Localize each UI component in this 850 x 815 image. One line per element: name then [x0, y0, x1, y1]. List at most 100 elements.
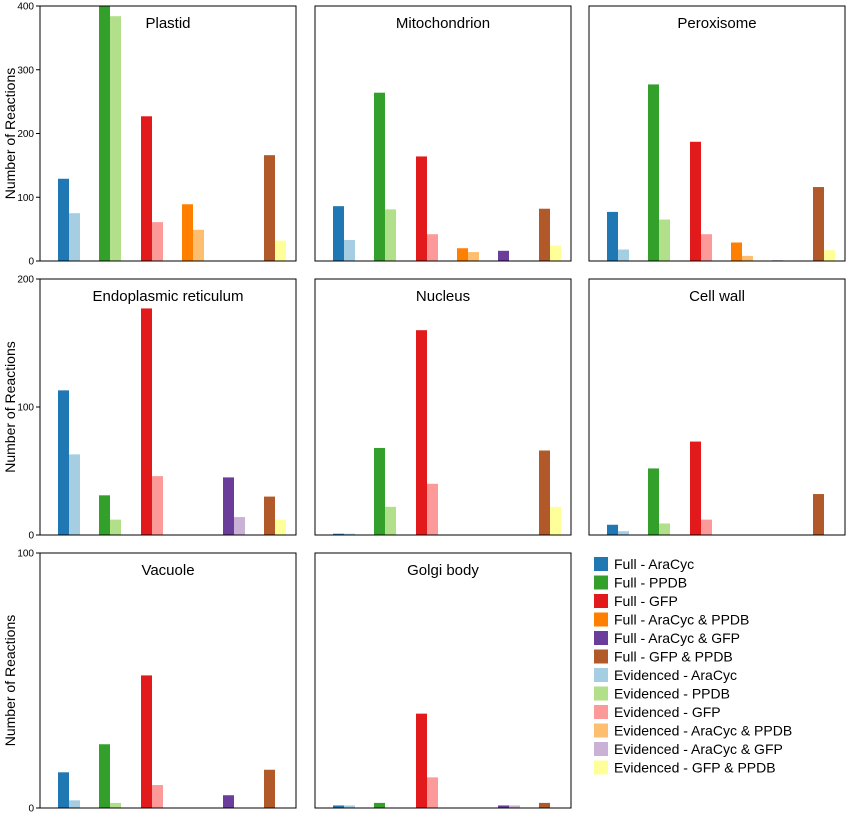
bar-evidenced-aracyc-ppdb	[193, 229, 204, 261]
bar-full-ppdb	[99, 6, 110, 261]
legend-label: Full - AraCyc & PPDB	[614, 612, 749, 628]
y-tick-label: 400	[17, 2, 34, 13]
bar-evidenced-aracyc	[344, 805, 355, 808]
bar-full-gfp	[141, 675, 152, 808]
legend-item-evidenced-ppdb: Evidenced - PPDB	[594, 686, 730, 702]
legend-swatch	[594, 686, 608, 701]
bar-full-aracyc	[607, 211, 618, 261]
bar-full-aracyc	[333, 206, 344, 261]
bar-evidenced-ppdb	[110, 16, 121, 261]
bar-full-aracyc	[58, 178, 69, 261]
bar-full-gfp-ppdb	[264, 769, 275, 808]
bar-full-gfp-ppdb	[539, 208, 550, 261]
bar-full-gfp	[141, 116, 152, 261]
bar-full-ppdb	[99, 495, 110, 535]
bar-evidenced-aracyc-gfp	[509, 805, 520, 808]
bar-evidenced-ppdb	[110, 802, 121, 808]
legend-label: Full - GFP	[614, 593, 678, 609]
bar-evidenced-aracyc-ppdb	[742, 255, 753, 261]
legend-label: Evidenced - GFP & PPDB	[614, 760, 776, 776]
y-tick-label: 0	[28, 257, 34, 268]
panel-frame	[39, 5, 297, 262]
bar-evidenced-gfp	[701, 519, 712, 535]
bar-full-gfp	[690, 441, 701, 535]
panel-title: Cell wall	[689, 288, 745, 305]
panel-frame	[314, 5, 572, 262]
bar-full-gfp	[141, 308, 152, 535]
legend-label: Evidenced - PPDB	[614, 686, 730, 702]
bar-evidenced-gfp-ppdb	[550, 506, 561, 535]
bar-evidenced-gfp-ppdb	[275, 519, 286, 535]
legend-swatch	[594, 575, 608, 590]
legend-swatch	[594, 631, 608, 645]
bar-evidenced-gfp	[427, 483, 438, 535]
panel-frame	[314, 552, 572, 809]
bar-full-gfp	[416, 330, 427, 535]
panel-title: Golgi body	[407, 562, 479, 579]
panel-bars	[58, 675, 275, 808]
legend-item-full-gfp: Full - GFP	[594, 593, 678, 609]
panel-bars	[58, 308, 286, 535]
bar-full-aracyc-ppdb	[731, 242, 742, 261]
bar-full-aracyc-ppdb	[182, 204, 193, 261]
panel-vacuole: Vacuole	[39, 552, 297, 809]
bar-full-ppdb	[374, 802, 385, 808]
legend-label: Evidenced - GFP	[614, 704, 721, 720]
bar-evidenced-aracyc-gfp	[234, 517, 245, 535]
panel-plastid: Plastid	[39, 5, 297, 262]
panel-title: Plastid	[145, 15, 190, 32]
bar-full-gfp	[416, 156, 427, 261]
bar-evidenced-gfp	[427, 777, 438, 808]
bar-full-aracyc	[333, 533, 344, 535]
panel-bars	[607, 84, 835, 261]
y-tick-label: 0	[28, 531, 34, 542]
bar-full-gfp-ppdb	[264, 155, 275, 261]
legend-swatch	[594, 594, 608, 608]
bar-full-ppdb	[374, 92, 385, 261]
bar-full-gfp	[690, 141, 701, 261]
bar-full-aracyc	[333, 805, 344, 808]
legend-label: Full - GFP & PPDB	[614, 649, 733, 665]
legend-item-evidenced-aracyc-gfp: Evidenced - AraCyc & GFP	[594, 741, 783, 757]
bar-full-gfp-ppdb	[813, 494, 824, 535]
bar-evidenced-ppdb	[110, 519, 121, 535]
y-axis-label: Number of Reactions	[2, 615, 18, 747]
bar-full-aracyc-gfp	[223, 795, 234, 808]
bar-full-ppdb	[648, 468, 659, 535]
y-tick-label: 0	[28, 804, 34, 815]
bar-evidenced-ppdb	[385, 506, 396, 535]
bar-evidenced-gfp	[152, 476, 163, 535]
legend-label: Full - PPDB	[614, 575, 687, 591]
bar-full-aracyc-gfp	[498, 250, 509, 261]
legend-item-full-aracyc-gfp: Full - AraCyc & GFP	[594, 630, 740, 646]
panel-title: Nucleus	[416, 288, 470, 305]
bar-evidenced-aracyc	[618, 531, 629, 535]
panel-cell-wall: Cell wall	[588, 278, 846, 536]
legend-label: Full - AraCyc	[614, 556, 694, 572]
y-tick-label: 300	[17, 65, 34, 76]
legend-swatch	[594, 557, 608, 571]
panel-bars	[58, 6, 286, 261]
bar-evidenced-aracyc	[618, 249, 629, 261]
legend-item-full-aracyc: Full - AraCyc	[594, 556, 694, 572]
bar-full-ppdb	[99, 744, 110, 808]
bar-full-gfp-ppdb	[539, 450, 550, 535]
bar-full-aracyc	[58, 772, 69, 808]
legend-swatch	[594, 668, 608, 682]
bar-full-ppdb	[648, 84, 659, 261]
legend-swatch	[594, 742, 608, 756]
panel-peroxisome: Peroxisome	[588, 5, 846, 262]
bar-evidenced-gfp	[152, 222, 163, 261]
panel-title: Vacuole	[141, 562, 194, 579]
legend-swatch	[594, 760, 608, 775]
panel-frame	[39, 278, 297, 536]
panel-frame	[588, 278, 846, 536]
legend-label: Evidenced - AraCyc & GFP	[614, 741, 783, 757]
panel-frame	[314, 278, 572, 536]
bar-evidenced-aracyc	[69, 454, 80, 535]
chart-legend: Full - AraCyc Full - PPDB Full - GFP Full -…	[594, 556, 792, 776]
y-axis-label: Number of Reactions	[2, 341, 18, 473]
y-tick-label: 100	[17, 549, 34, 560]
panel-frame	[39, 552, 297, 809]
legend-item-full-aracyc-ppdb: Full - AraCyc & PPDB	[594, 612, 749, 628]
